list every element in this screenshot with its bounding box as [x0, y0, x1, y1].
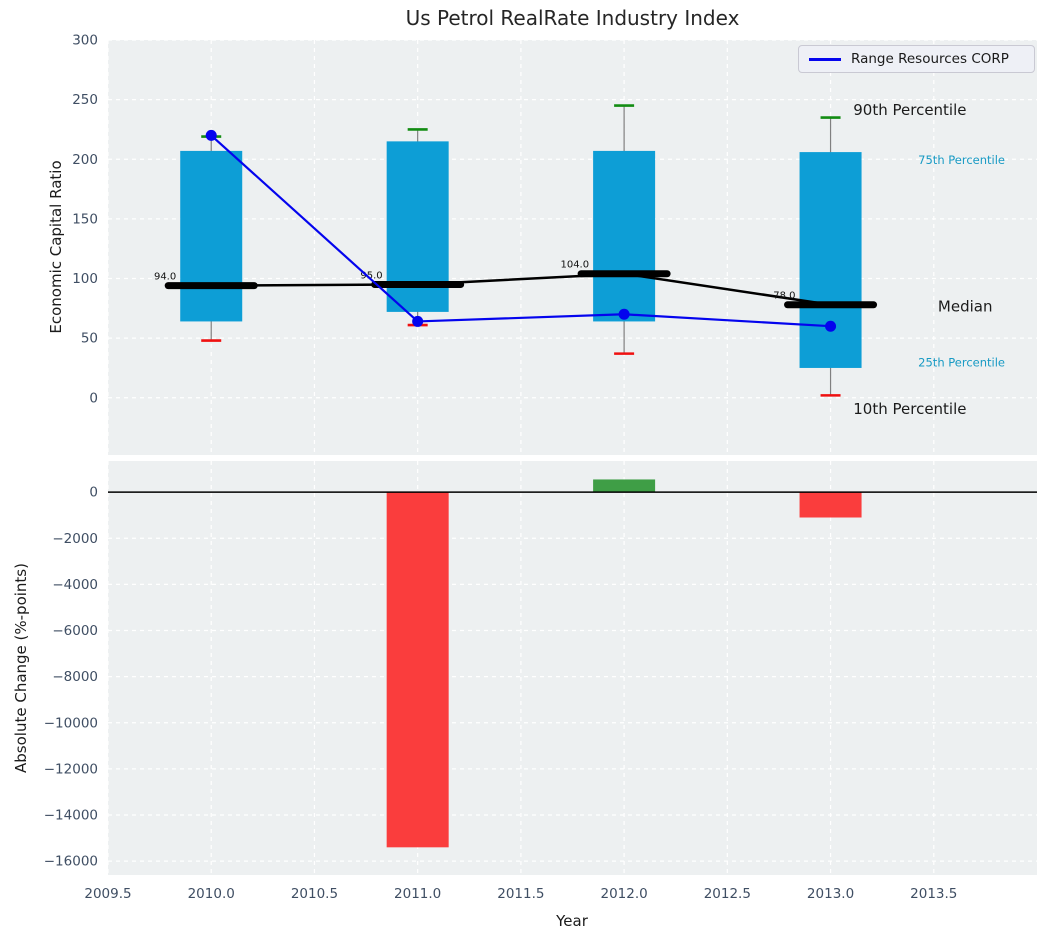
- top-axes-background: [108, 40, 1037, 455]
- company-marker: [618, 308, 630, 320]
- change-bar: [799, 492, 862, 518]
- top-y-tick-label: 0: [89, 390, 98, 406]
- change-bar: [593, 479, 656, 493]
- bottom-y-tick-label: −16000: [44, 854, 98, 870]
- percentile-annotation: 25th Percentile: [918, 356, 1005, 370]
- bottom-y-axis-label: Absolute Change (%-points): [12, 563, 30, 773]
- top-y-tick-label: 100: [72, 271, 98, 287]
- top-y-tick-label: 250: [72, 92, 98, 108]
- percentile-annotation: 75th Percentile: [918, 153, 1005, 167]
- bottom-y-tick-label: −4000: [52, 577, 98, 593]
- percentile-annotation: 10th Percentile: [853, 400, 966, 418]
- bottom-axes-background: [108, 461, 1037, 875]
- x-tick-label: 2012.5: [704, 886, 751, 902]
- percentile-annotation: 90th Percentile: [853, 101, 966, 119]
- company-marker: [205, 129, 217, 141]
- x-tick-label: 2013.5: [910, 886, 957, 902]
- bottom-y-tick-label: −14000: [44, 808, 98, 824]
- median-value-label: 94.0: [154, 272, 176, 283]
- percentile-annotation: Median: [938, 298, 993, 316]
- x-tick-label: 2010.0: [188, 886, 235, 902]
- top-y-tick-label: 200: [72, 152, 98, 168]
- x-tick-label: 2011.0: [394, 886, 441, 902]
- median-connector-line: [211, 272, 831, 306]
- company-marker: [825, 320, 837, 332]
- top-y-tick-label: 50: [81, 331, 98, 347]
- company-marker: [412, 315, 424, 327]
- bottom-y-tick-label: 0: [89, 485, 98, 501]
- x-tick-label: 2010.5: [291, 886, 338, 902]
- bottom-y-tick-label: −12000: [44, 761, 98, 777]
- median-value-label: 104.0: [560, 260, 589, 271]
- x-tick-label: 2009.5: [84, 886, 131, 902]
- top-y-axis-label: Economic Capital Ratio: [47, 160, 65, 334]
- top-y-tick-label: 300: [72, 33, 98, 49]
- x-tick-label: 2013.0: [807, 886, 854, 902]
- iqr-box: [593, 150, 656, 322]
- change-bar: [386, 492, 449, 848]
- company-line: [210, 134, 831, 328]
- x-tick-label: 2012.0: [600, 886, 647, 902]
- bottom-y-tick-label: −10000: [44, 715, 98, 731]
- x-axis-label: Year: [556, 912, 588, 930]
- median-value-label: 95.0: [360, 270, 382, 281]
- iqr-box: [799, 152, 862, 368]
- legend-label: Range Resources CORP: [851, 51, 1009, 67]
- iqr-box: [180, 150, 243, 322]
- x-tick-label: 2011.5: [497, 886, 544, 902]
- bottom-y-tick-label: −2000: [52, 531, 98, 547]
- legend: Range Resources CORP: [798, 45, 1035, 73]
- median-value-label: 78.0: [773, 291, 795, 302]
- bottom-y-tick-label: −6000: [52, 623, 98, 639]
- legend-line-sample-icon: [809, 57, 841, 61]
- bottom-y-tick-label: −8000: [52, 669, 98, 685]
- top-y-tick-label: 150: [72, 211, 98, 227]
- chart-title: Us Petrol RealRate Industry Index: [405, 6, 740, 30]
